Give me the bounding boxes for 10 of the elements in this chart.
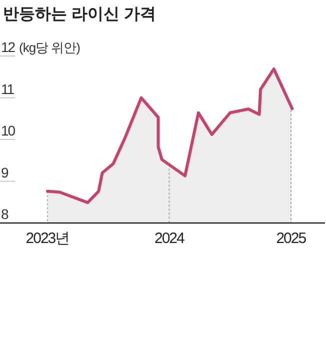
x-tick-label: 2023년 [26,230,70,247]
x-tick-label: 2024 [154,230,185,247]
y-tick-label: 9 [1,164,9,180]
y-axis-title: (kg당 위안) [19,40,80,55]
y-tick-label: 10 [1,122,16,138]
y-tick-label: 8 [1,206,9,222]
chart-title: 반등하는 라이신 가격 [3,6,156,23]
x-tick-label: 2025 [276,230,306,247]
y-tick-label: 12 [1,39,16,55]
y-tick-label: 11 [1,80,15,97]
